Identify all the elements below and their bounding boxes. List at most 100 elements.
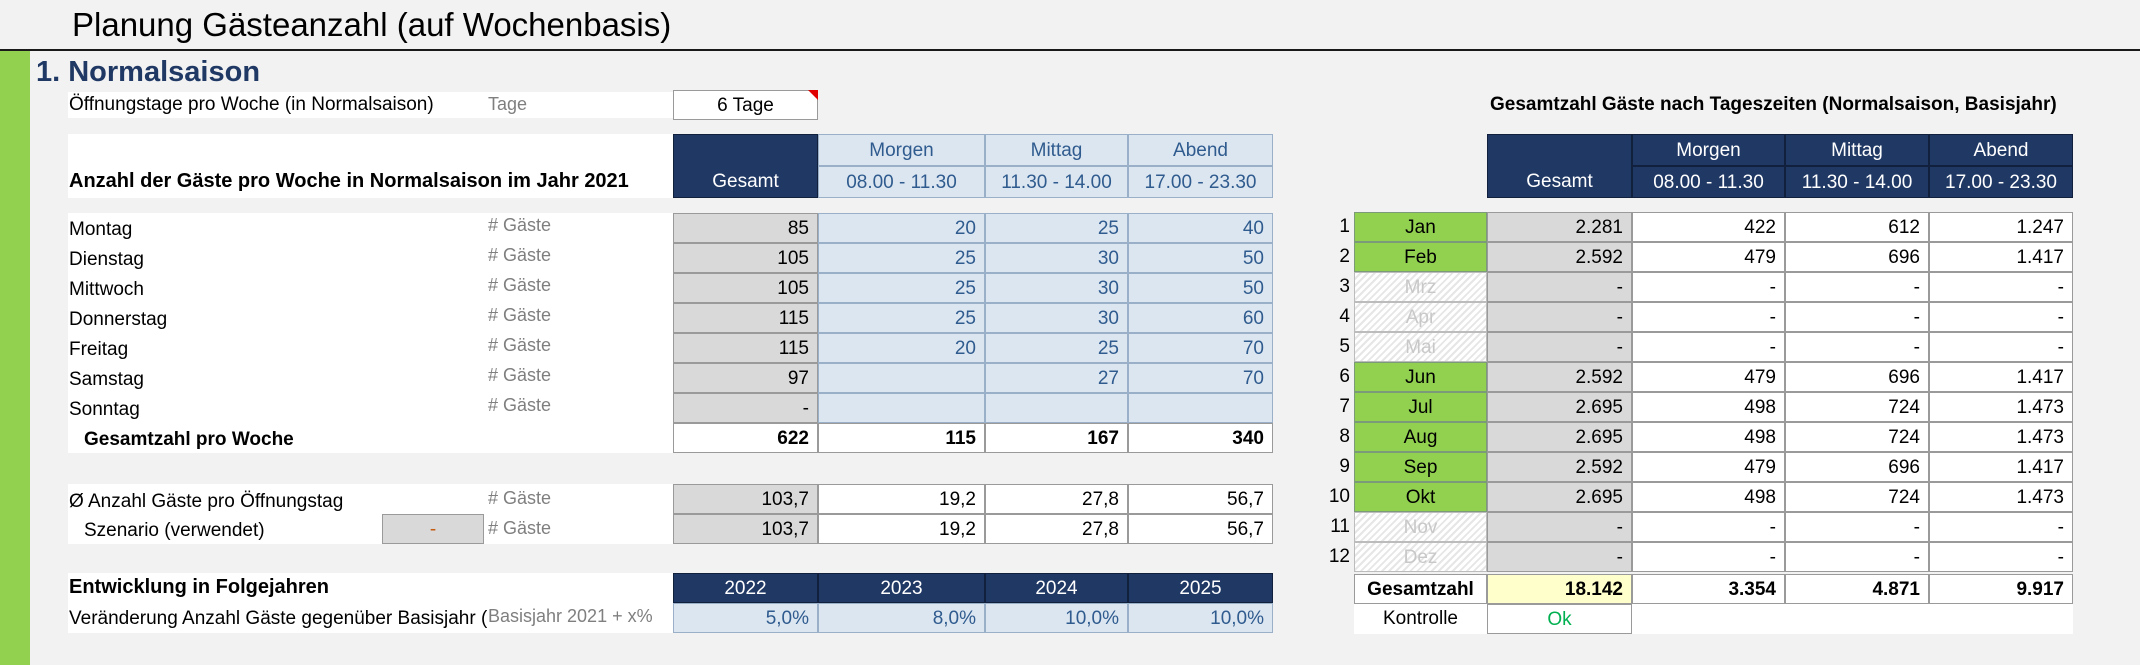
- scenario-select[interactable]: -: [382, 514, 484, 544]
- development-growth-input[interactable]: 5,0%: [673, 603, 818, 633]
- monthly-total-label: Gesamtzahl: [1354, 574, 1487, 604]
- weekday-mittag-input[interactable]: 30: [985, 273, 1128, 303]
- monthly-total-abend: 9.917: [1929, 574, 2073, 604]
- monthly-header-morgen: Morgen: [1632, 134, 1785, 166]
- monthly-total-mittag: 4.871: [1785, 574, 1929, 604]
- weekday-abend-input[interactable]: 40: [1128, 213, 1273, 243]
- month-mittag: 724: [1785, 392, 1929, 422]
- weekday-mittag-input[interactable]: [985, 393, 1128, 423]
- opening-days-unit: Tage: [488, 94, 528, 114]
- weekday-mittag-input[interactable]: 27: [985, 363, 1128, 393]
- month-abend: -: [1929, 512, 2073, 542]
- weekday-gesamt: -: [673, 393, 818, 423]
- month-number: 12: [1328, 546, 1350, 567]
- monthly-header-abend-time: 17.00 - 23.30: [1929, 166, 2073, 198]
- weekday-morgen-input[interactable]: 25: [818, 303, 985, 333]
- development-growth-input[interactable]: 10,0%: [985, 603, 1128, 633]
- month-abend: -: [1929, 272, 2073, 302]
- month-number: 5: [1339, 336, 1350, 357]
- month-mittag: -: [1785, 542, 1929, 572]
- month-number: 1: [1339, 216, 1350, 237]
- weekday-morgen-input[interactable]: 20: [818, 333, 985, 363]
- month-label: Mrz: [1354, 272, 1487, 302]
- weekly-total-label: Gesamtzahl pro Woche: [84, 429, 294, 450]
- weekly-header-abend-time: 17.00 - 23.30: [1128, 166, 1273, 198]
- weekday-gesamt: 105: [673, 273, 818, 303]
- weekday-morgen-input[interactable]: 25: [818, 243, 985, 273]
- month-mittag: 724: [1785, 482, 1929, 512]
- average-unit: # Gäste: [488, 488, 552, 508]
- weekday-abend-input[interactable]: 60: [1128, 303, 1273, 333]
- weekday-morgen-input[interactable]: 20: [818, 213, 985, 243]
- weekly-header-abend: Abend: [1128, 134, 1273, 166]
- development-growth-input[interactable]: 10,0%: [1128, 603, 1273, 633]
- page-title: Planung Gästeanzahl (auf Wochenbasis): [72, 6, 672, 43]
- monthly-header-mittag: Mittag: [1785, 134, 1929, 166]
- opening-days-input[interactable]: 6 Tage: [673, 90, 818, 120]
- development-growth-input[interactable]: 8,0%: [818, 603, 985, 633]
- month-number: 6: [1339, 366, 1350, 387]
- weekday-label: Freitag: [69, 339, 129, 360]
- month-abend: -: [1929, 332, 2073, 362]
- monthly-header-abend: Abend: [1929, 134, 2073, 166]
- scenario-unit: # Gäste: [488, 518, 552, 538]
- month-abend: 1.247: [1929, 212, 2073, 242]
- weekday-morgen-input[interactable]: [818, 393, 985, 423]
- month-morgen: -: [1632, 542, 1785, 572]
- guests-unit: # Gäste: [488, 215, 552, 235]
- weekly-label-bg: [68, 213, 673, 453]
- month-abend: 1.473: [1929, 392, 2073, 422]
- scenario-gesamt: 103,7: [673, 514, 818, 544]
- weekly-title-bg: [68, 134, 673, 198]
- weekday-label: Sonntag: [69, 399, 140, 420]
- month-label: Nov: [1354, 512, 1487, 542]
- weekday-mittag-input[interactable]: 25: [985, 213, 1128, 243]
- month-mittag: -: [1785, 302, 1929, 332]
- average-abend: 56,7: [1128, 484, 1273, 514]
- month-number: 4: [1339, 306, 1350, 327]
- control-label: Kontrolle: [1354, 604, 1487, 634]
- guests-unit: # Gäste: [488, 395, 552, 415]
- month-label: Okt: [1354, 482, 1487, 512]
- weekday-abend-input[interactable]: 70: [1128, 363, 1273, 393]
- month-gesamt: 2.695: [1487, 422, 1632, 452]
- month-gesamt: 2.592: [1487, 362, 1632, 392]
- month-morgen: -: [1632, 332, 1785, 362]
- weekday-abend-input[interactable]: 50: [1128, 243, 1273, 273]
- guests-unit: # Gäste: [488, 365, 552, 385]
- monthly-total-morgen: 3.354: [1632, 574, 1785, 604]
- guests-unit: # Gäste: [488, 245, 552, 265]
- weekday-gesamt: 115: [673, 303, 818, 333]
- month-label: Jan: [1354, 212, 1487, 242]
- month-mittag: 696: [1785, 242, 1929, 272]
- comment-indicator-icon: [808, 90, 818, 100]
- weekly-total-abend: 340: [1128, 423, 1273, 453]
- month-morgen: 498: [1632, 422, 1785, 452]
- guests-unit: # Gäste: [488, 335, 552, 355]
- month-label: Mai: [1354, 332, 1487, 362]
- month-number: 8: [1339, 426, 1350, 447]
- weekday-gesamt: 85: [673, 213, 818, 243]
- weekday-morgen-input[interactable]: [818, 363, 985, 393]
- weekly-header-mittag: Mittag: [985, 134, 1128, 166]
- month-gesamt: 2.592: [1487, 452, 1632, 482]
- weekday-abend-input[interactable]: [1128, 393, 1273, 423]
- weekday-label: Donnerstag: [69, 309, 168, 330]
- weekday-abend-input[interactable]: 70: [1128, 333, 1273, 363]
- weekly-total-morgen: 115: [818, 423, 985, 453]
- weekday-mittag-input[interactable]: 30: [985, 303, 1128, 333]
- month-morgen: -: [1632, 512, 1785, 542]
- average-mittag: 27,8: [985, 484, 1128, 514]
- month-label: Feb: [1354, 242, 1487, 272]
- weekday-mittag-input[interactable]: 25: [985, 333, 1128, 363]
- month-morgen: 479: [1632, 242, 1785, 272]
- weekday-abend-input[interactable]: 50: [1128, 273, 1273, 303]
- weekday-label: Dienstag: [69, 249, 144, 270]
- month-gesamt: -: [1487, 542, 1632, 572]
- month-mittag: 696: [1785, 452, 1929, 482]
- weekly-header-mittag-time: 11.30 - 14.00: [985, 166, 1128, 198]
- weekday-mittag-input[interactable]: 30: [985, 243, 1128, 273]
- development-year-header: 2024: [985, 573, 1128, 603]
- title-divider: [0, 49, 2140, 51]
- weekday-morgen-input[interactable]: 25: [818, 273, 985, 303]
